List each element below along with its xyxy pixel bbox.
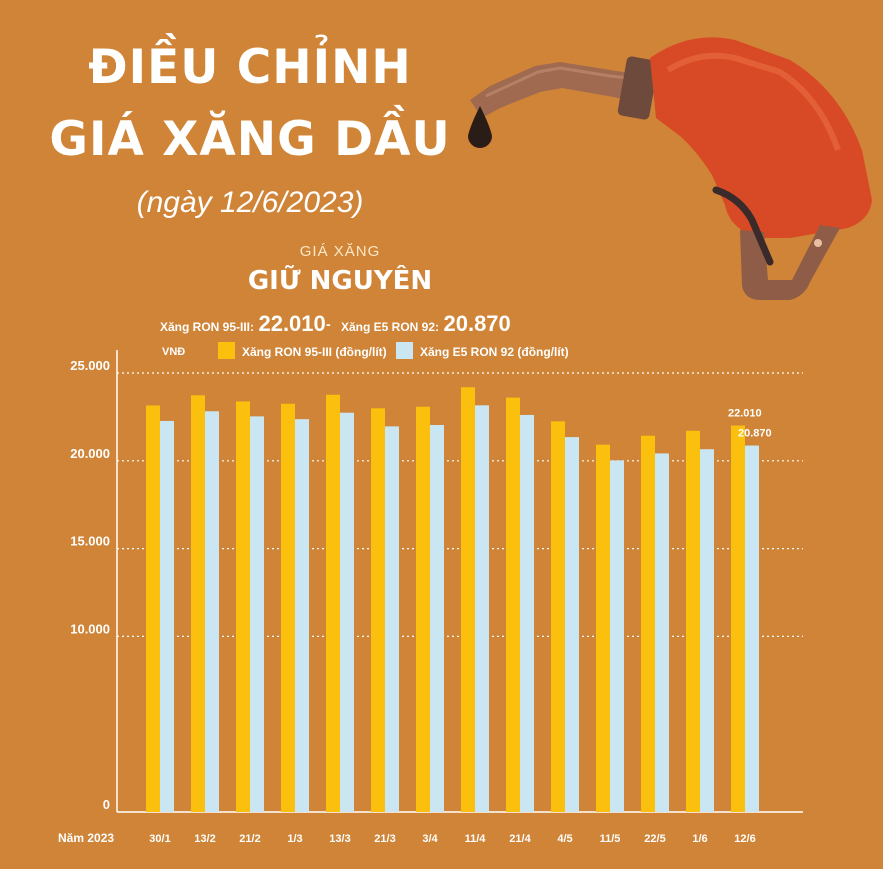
x-tick-label: 13/2 <box>194 833 215 845</box>
x-tick-label: 30/1 <box>149 833 170 845</box>
y-tick-label: 20.000 <box>70 446 110 461</box>
bar-e5 <box>295 419 309 812</box>
legend-label-ron95: Xăng RON 95-III (đồng/lít) <box>242 345 387 359</box>
fuel-nozzle-icon <box>470 37 872 300</box>
bar-ron95 <box>461 387 475 812</box>
page-title-line-2: GIÁ XĂNG DẦU <box>49 112 451 167</box>
data-label-ron95: 22.010 <box>728 408 762 420</box>
bar-ron95 <box>731 425 745 812</box>
x-tick-label: 22/5 <box>644 833 665 845</box>
x-tick-label: 1/3 <box>287 833 302 845</box>
price-ron95: Xăng RON 95-III: 22.010 <box>160 311 326 337</box>
bar-ron95 <box>371 408 385 812</box>
price-e5: Xăng E5 RON 92: 20.870 <box>341 311 511 337</box>
kicker-label: GIÁ XĂNG <box>299 243 381 260</box>
x-tick-label: 11/5 <box>600 833 621 845</box>
page-subtitle: (ngày 12/6/2023) <box>136 186 364 219</box>
bar-ron95 <box>326 394 340 812</box>
bar-ron95 <box>236 401 250 812</box>
data-label-e5: 20.870 <box>738 428 772 440</box>
legend-swatch-e5 <box>396 342 413 359</box>
bar-e5 <box>610 460 624 812</box>
bar-e5 <box>430 424 444 812</box>
price-e5-label: Xăng E5 RON 92: <box>341 320 440 334</box>
y-tick-label: 15.000 <box>70 534 110 549</box>
x-tick-label: 21/4 <box>509 833 531 845</box>
x-tick-label: 21/3 <box>374 833 395 845</box>
price-ron95-label: Xăng RON 95-III: <box>160 320 255 334</box>
bar-ron95 <box>506 397 520 812</box>
bar-ron95 <box>191 395 205 812</box>
bar-e5 <box>160 420 174 812</box>
bar-ron95 <box>416 406 430 812</box>
bar-ron95 <box>596 444 610 812</box>
bar-e5 <box>700 449 714 812</box>
bar-e5 <box>745 445 759 812</box>
bar-e5 <box>520 414 534 812</box>
x-tick-label: 13/3 <box>329 833 350 845</box>
bar-e5 <box>205 411 219 812</box>
price-separator: - <box>326 316 331 332</box>
legend-label-e5: Xăng E5 RON 92 (đồng/lít) <box>420 345 569 359</box>
bar-ron95 <box>551 421 565 812</box>
bar-e5 <box>385 426 399 812</box>
x-axis-caption: Năm 2023 <box>58 831 114 845</box>
page-title-line-1: ĐIỀU CHỈNH <box>88 40 412 95</box>
bar-e5 <box>655 453 669 812</box>
price-e5-value: 20.870 <box>443 311 511 336</box>
bar-ron95 <box>641 435 655 812</box>
bar-e5 <box>250 416 264 812</box>
price-ron95-value: 22.010 <box>258 311 326 336</box>
bar-ron95 <box>146 405 160 812</box>
bar-e5 <box>475 405 489 812</box>
x-tick-label: 3/4 <box>422 833 438 845</box>
bar-e5 <box>565 437 579 812</box>
x-tick-label: 1/6 <box>692 833 707 845</box>
unit-label: VNĐ <box>162 346 186 358</box>
x-tick-label: 12/6 <box>734 833 755 845</box>
bar-e5 <box>340 412 354 812</box>
y-tick-label: 25.000 <box>70 358 110 373</box>
status-headline: GIỮ NGUYÊN <box>247 266 433 296</box>
x-tick-label: 21/2 <box>239 833 260 845</box>
y-tick-label: 0 <box>103 797 110 812</box>
y-tick-label: 10.000 <box>70 621 110 636</box>
bar-ron95 <box>686 430 700 812</box>
legend-swatch-ron95 <box>218 342 235 359</box>
bar-ron95 <box>281 403 295 812</box>
x-tick-label: 11/4 <box>465 833 487 845</box>
oil-drop-icon <box>468 106 492 148</box>
x-tick-label: 4/5 <box>557 833 572 845</box>
